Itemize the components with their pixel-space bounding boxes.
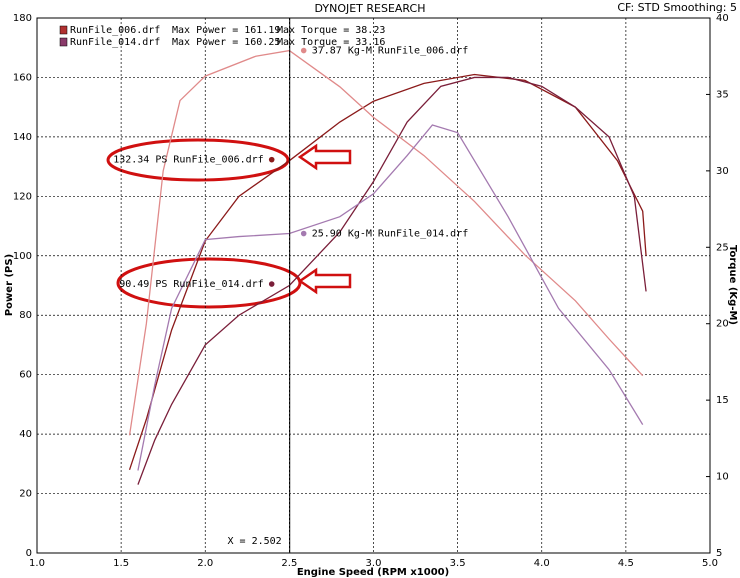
legend-max-torque: Max Torque = 38.23 <box>277 25 385 36</box>
y2-tick-label: 15 <box>716 395 729 406</box>
highlight-ellipse <box>116 257 302 309</box>
y2-tick-label: 30 <box>716 166 729 177</box>
y-tick-label: 100 <box>13 251 32 262</box>
y-tick-label: 60 <box>19 370 32 381</box>
x-tick-label: 4.0 <box>534 558 550 569</box>
readout-dot <box>268 156 275 163</box>
arrow <box>297 267 352 295</box>
x-tick-label: 2.5 <box>281 558 297 569</box>
legend-swatch <box>59 25 68 35</box>
readout-label: 132.34 PS RunFile_006.drf <box>113 155 264 166</box>
y-tick-label: 140 <box>13 132 32 143</box>
y-tick-label: 180 <box>13 13 32 24</box>
x-tick-label: 4.5 <box>618 558 634 569</box>
y-tick-label: 160 <box>13 72 32 83</box>
y2-axis-label: Torque (Kg-M) <box>727 245 738 325</box>
highlight-ellipse <box>106 138 290 182</box>
data-line <box>137 76 647 485</box>
data-line <box>128 49 644 436</box>
legend-file: RunFile_006.drf <box>70 25 160 36</box>
y-tick-label: 40 <box>19 429 32 440</box>
legend-max-power: Max Power = 160.25 <box>172 37 280 48</box>
readout-label: 25.90 Kg-M RunFile_014.drf <box>312 229 469 240</box>
legend-max-power: Max Power = 161.19 <box>172 25 280 36</box>
y-tick-label: 80 <box>19 310 32 321</box>
x-tick-label: 1.5 <box>113 558 129 569</box>
x-tick-label: 3.0 <box>366 558 382 569</box>
y-axis-label: Power (PS) <box>4 254 15 316</box>
x-tick-label: 5.0 <box>702 558 718 569</box>
y2-tick-label: 35 <box>716 89 729 100</box>
x-tick-label: 2.0 <box>197 558 213 569</box>
y-tick-label: 120 <box>13 191 32 202</box>
y2-tick-label: 5 <box>716 548 722 559</box>
legend-swatch <box>59 37 68 47</box>
settings-label: CF: STD Smoothing: 5 <box>617 1 737 14</box>
readout-dot <box>300 230 307 237</box>
readout-dot <box>300 47 307 54</box>
y2-tick-label: 10 <box>716 472 729 483</box>
x-tick-label: 3.5 <box>450 558 466 569</box>
y-tick-label: 20 <box>19 489 32 500</box>
y2-tick-label: 20 <box>716 319 729 330</box>
y-tick-label: 0 <box>26 548 32 559</box>
data-line <box>128 73 647 470</box>
readout-label: 90.49 PS RunFile_014.drf <box>119 279 264 290</box>
cursor-label: X = 2.502 <box>228 536 282 547</box>
y2-tick-label: 25 <box>716 242 729 253</box>
x-tick-label: 1.0 <box>29 558 45 569</box>
readout-dot <box>268 281 275 287</box>
data-line <box>137 124 644 471</box>
legend-max-torque: Max Torque = 33.16 <box>277 37 385 48</box>
legend-file: RunFile_014.drf <box>70 37 160 48</box>
readout-label: 37.87 Kg-M RunFile_006.drf <box>312 46 469 57</box>
arrow <box>297 143 352 171</box>
x-axis-label: Engine Speed (RPM x1000) <box>297 567 449 578</box>
chart-title: DYNOJET RESEARCH <box>315 2 426 15</box>
y2-tick-label: 40 <box>716 13 729 24</box>
